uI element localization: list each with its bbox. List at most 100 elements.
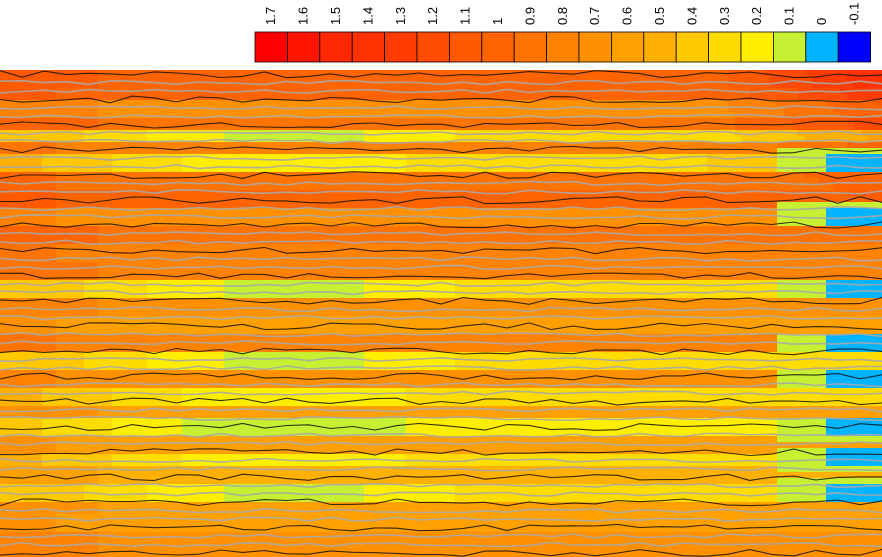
- contour-cell: [315, 178, 323, 185]
- contour-cell: [553, 232, 561, 239]
- contour-cell: [483, 226, 491, 233]
- contour-cell: [714, 262, 722, 269]
- contour-cell: [154, 268, 162, 275]
- contour-cell: [665, 160, 673, 167]
- contour-cell: [203, 118, 211, 125]
- contour-cell: [581, 280, 589, 287]
- contour-cell: [854, 184, 862, 191]
- contour-cell: [259, 94, 267, 101]
- contour-cell: [14, 244, 22, 251]
- contour-cell: [693, 238, 701, 245]
- contour-cell: [483, 292, 491, 299]
- contour-cell: [413, 88, 421, 95]
- contour-cell: [350, 196, 358, 203]
- contour-cell: [378, 124, 386, 131]
- contour-cell: [378, 190, 386, 197]
- colorbar-box: [611, 31, 645, 63]
- contour-cell: [364, 214, 372, 221]
- contour-cell: [791, 238, 799, 245]
- contour-cell: [595, 298, 603, 305]
- contour-cell: [287, 214, 295, 221]
- contour-cell: [406, 148, 414, 155]
- contour-cell: [798, 202, 806, 209]
- contour-cell: [49, 70, 57, 77]
- contour-cell: [98, 250, 106, 257]
- contour-cell: [595, 238, 603, 245]
- contour-cell: [518, 70, 526, 77]
- contour-cell: [343, 226, 351, 233]
- contour-cell: [427, 202, 435, 209]
- contour-cell: [602, 178, 610, 185]
- contour-cell: [476, 244, 484, 251]
- contour-cell: [434, 238, 442, 245]
- contour-cell: [147, 166, 155, 173]
- contour-cell: [133, 286, 141, 293]
- contour-cell: [273, 286, 281, 293]
- contour-cell: [525, 76, 533, 83]
- contour-cell: [203, 208, 211, 215]
- contour-cell: [252, 100, 260, 107]
- contour-cell: [336, 112, 344, 119]
- contour-cell: [763, 160, 771, 167]
- contour-cell: [399, 178, 407, 185]
- contour-cell: [665, 274, 673, 281]
- contour-cell: [385, 202, 393, 209]
- contour-cell: [455, 190, 463, 197]
- contour-cell: [616, 70, 624, 77]
- contour-cell: [308, 292, 316, 299]
- contour-cell: [378, 172, 386, 179]
- contour-cell: [819, 160, 827, 167]
- contour-cell: [770, 100, 778, 107]
- contour-cell: [14, 274, 22, 281]
- contour-cell: [868, 112, 876, 119]
- contour-cell: [546, 184, 554, 191]
- contour-cell: [413, 100, 421, 107]
- contour-cell: [714, 100, 722, 107]
- contour-cell: [693, 214, 701, 221]
- contour-cell: [791, 274, 799, 281]
- contour-cell: [252, 166, 260, 173]
- contour-cell: [84, 244, 92, 251]
- contour-cell: [805, 142, 813, 149]
- contour-cell: [49, 220, 57, 227]
- contour-cell: [742, 196, 750, 203]
- contour-cell: [441, 298, 449, 305]
- contour-cell: [707, 118, 715, 125]
- contour-cell: [560, 214, 568, 221]
- contour-cell: [476, 280, 484, 287]
- contour-cell: [511, 220, 519, 227]
- contour-cell: [840, 268, 848, 275]
- contour-cell: [308, 172, 316, 179]
- contour-cell: [868, 220, 876, 227]
- contour-cell: [875, 280, 882, 287]
- contour-cell: [49, 148, 57, 155]
- contour-cell: [427, 94, 435, 101]
- contour-cell: [350, 244, 358, 251]
- contour-cell: [126, 178, 134, 185]
- contour-cell: [294, 178, 302, 185]
- contour-cell: [483, 154, 491, 161]
- contour-cell: [826, 178, 834, 185]
- contour-cell: [63, 238, 71, 245]
- contour-cell: [322, 190, 330, 197]
- contour-cell: [714, 178, 722, 185]
- contour-cell: [126, 166, 134, 173]
- contour-cell: [21, 214, 29, 221]
- contour-cell: [588, 172, 596, 179]
- contour-cell: [553, 286, 561, 293]
- contour-cell: [392, 292, 400, 299]
- contour-cell: [112, 76, 120, 83]
- contour-cell: [336, 124, 344, 131]
- contour-cell: [91, 262, 99, 269]
- contour-cell: [770, 136, 778, 143]
- contour-cell: [700, 148, 708, 155]
- contour-cell: [91, 286, 99, 293]
- contour-cell: [91, 88, 99, 95]
- contour-cell: [56, 262, 64, 269]
- contour-cell: [35, 232, 43, 239]
- contour-cell: [644, 112, 652, 119]
- contour-cell: [875, 244, 882, 251]
- contour-cell: [595, 112, 603, 119]
- contour-cell: [609, 142, 617, 149]
- contour-cell: [735, 286, 743, 293]
